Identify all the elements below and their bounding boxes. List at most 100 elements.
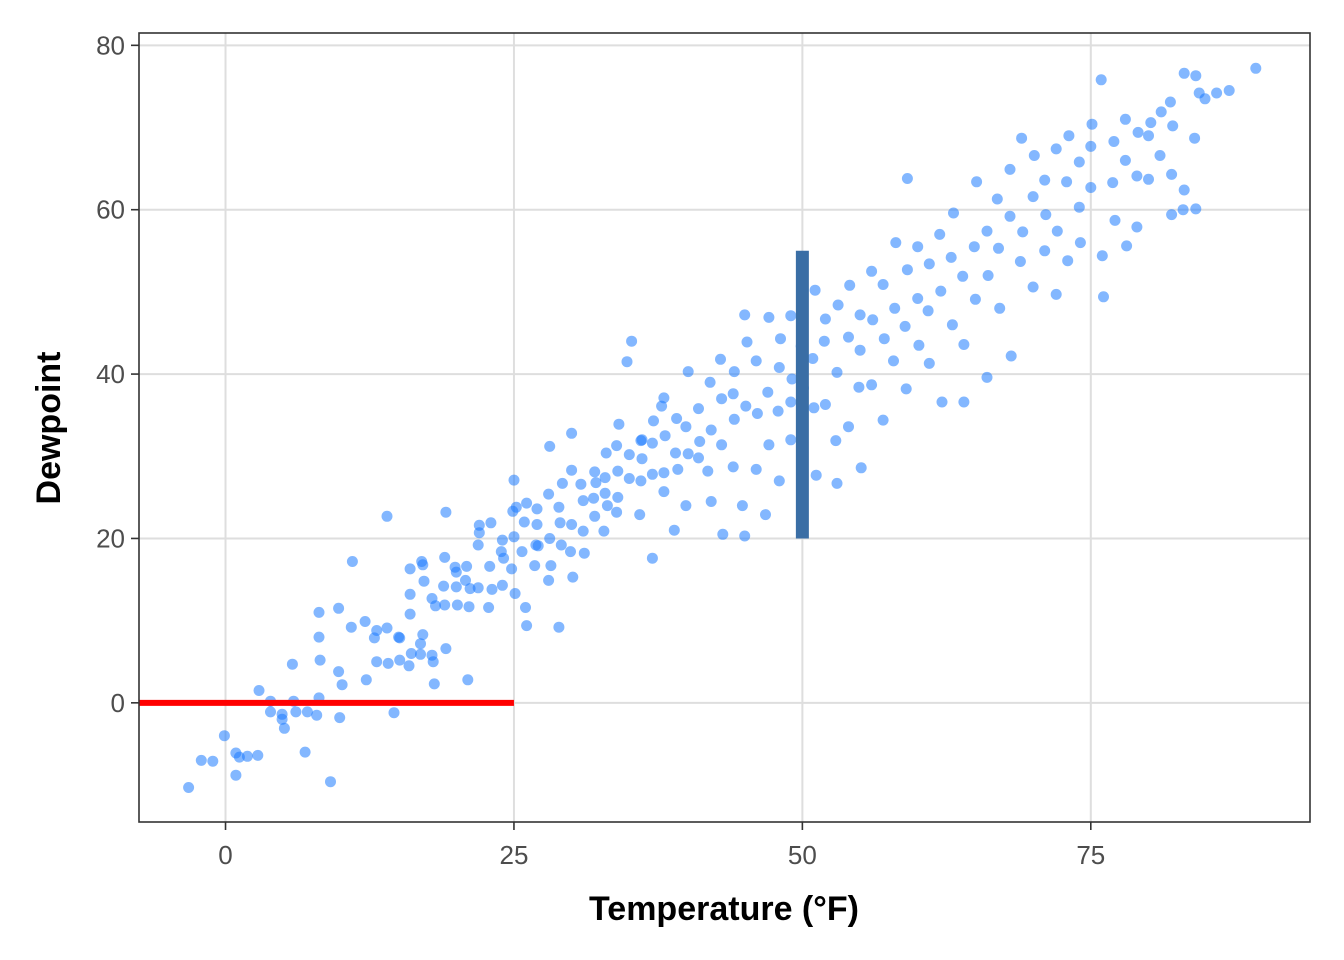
data-point	[1074, 237, 1086, 249]
data-point	[531, 519, 543, 530]
data-point	[1016, 132, 1028, 144]
data-point	[854, 344, 866, 356]
data-point	[472, 582, 484, 594]
data-point	[634, 509, 646, 521]
data-point	[682, 366, 694, 378]
data-point	[286, 658, 298, 670]
data-point	[439, 551, 451, 563]
data-point	[403, 660, 415, 672]
data-point	[371, 625, 383, 636]
data-point	[855, 462, 867, 474]
data-point	[299, 746, 311, 758]
data-point	[1085, 182, 1097, 193]
data-point	[716, 393, 728, 405]
data-point	[945, 251, 957, 263]
data-point	[430, 600, 441, 612]
data-point	[831, 477, 843, 489]
plot-panel-border	[138, 32, 1311, 823]
data-point	[1132, 126, 1144, 138]
data-point	[890, 237, 902, 249]
data-point	[877, 414, 889, 426]
data-point	[739, 530, 751, 542]
data-point	[680, 421, 692, 433]
data-point	[1131, 221, 1143, 233]
data-point	[948, 207, 959, 219]
data-point	[529, 560, 541, 572]
data-point	[923, 357, 935, 369]
data-point	[716, 439, 728, 451]
data-point	[853, 381, 865, 393]
data-point	[473, 527, 485, 539]
data-point	[934, 228, 946, 240]
data-point	[694, 436, 706, 447]
data-point	[371, 656, 383, 668]
data-point	[1166, 209, 1178, 221]
data-point	[1086, 118, 1098, 130]
y-tick-label: 60	[96, 195, 125, 225]
data-point	[556, 477, 568, 489]
data-point	[311, 709, 323, 721]
y-tick-label: 20	[96, 523, 125, 553]
data-point	[462, 674, 474, 686]
data-point	[460, 574, 471, 586]
data-point	[613, 418, 625, 430]
data-point	[545, 560, 557, 572]
data-point	[705, 424, 717, 436]
data-point	[1143, 173, 1154, 185]
data-point	[854, 309, 866, 321]
data-point	[867, 314, 879, 326]
data-point	[611, 440, 623, 452]
data-point	[336, 679, 348, 691]
data-point	[588, 492, 600, 504]
y-tick-label: 80	[96, 30, 125, 60]
data-point	[509, 588, 521, 599]
data-point	[601, 500, 613, 512]
data-point	[672, 463, 684, 475]
y-tick-label: 0	[111, 688, 125, 718]
data-point	[739, 309, 751, 321]
data-point	[958, 396, 970, 408]
data-point	[1051, 225, 1063, 237]
data-point	[705, 496, 717, 507]
data-point	[464, 583, 476, 595]
data-point	[751, 408, 763, 419]
data-point	[1119, 154, 1131, 166]
data-point	[325, 776, 336, 788]
data-point	[646, 437, 658, 449]
data-point	[518, 516, 530, 528]
data-point	[1190, 203, 1202, 215]
data-point	[1107, 177, 1119, 189]
y-tick-label: 40	[96, 359, 125, 389]
data-point	[428, 678, 440, 690]
data-point	[843, 421, 854, 433]
data-point	[314, 654, 326, 666]
data-point	[394, 632, 406, 644]
data-point	[831, 366, 843, 378]
data-point	[646, 552, 658, 564]
data-point	[659, 430, 671, 442]
data-point	[554, 517, 566, 529]
data-point	[566, 427, 578, 439]
y-axis-title: Dewpoint	[30, 352, 68, 505]
data-point	[334, 712, 346, 724]
data-point	[658, 486, 670, 498]
data-point	[923, 258, 935, 270]
data-point	[982, 270, 994, 281]
data-point	[345, 621, 357, 633]
data-point	[577, 525, 589, 537]
data-point	[589, 510, 601, 522]
data-point	[484, 560, 496, 572]
data-point	[207, 755, 219, 767]
data-point	[253, 685, 265, 696]
data-point	[521, 497, 533, 509]
data-point	[461, 560, 473, 572]
data-point	[819, 313, 831, 325]
data-point	[1039, 245, 1051, 257]
data-point	[520, 602, 531, 613]
data-point	[508, 531, 520, 543]
data-point	[553, 621, 565, 633]
data-point	[381, 622, 393, 634]
data-point	[1098, 291, 1109, 303]
data-point	[360, 674, 372, 686]
